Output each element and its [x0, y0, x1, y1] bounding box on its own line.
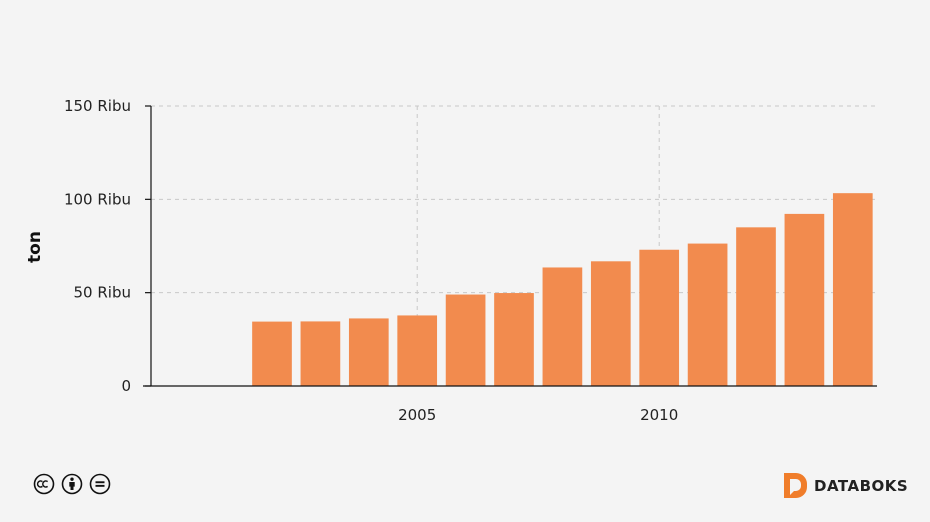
bar-2005[interactable] — [397, 315, 438, 386]
bar-2012[interactable] — [736, 227, 776, 386]
y-tick-label: 150 Ribu — [64, 97, 131, 115]
bar-2006[interactable] — [445, 294, 486, 386]
bar-2002[interactable] — [252, 321, 292, 386]
bar-2007[interactable] — [494, 293, 534, 386]
y-tick-label: 50 Ribu — [74, 284, 131, 302]
y-axis-label: ton — [25, 231, 45, 263]
bars — [252, 193, 873, 386]
y-tick-label: 100 Ribu — [64, 190, 131, 208]
bar-2004[interactable] — [348, 318, 389, 386]
bar-2010[interactable] — [639, 249, 680, 386]
bar-2008[interactable] — [542, 267, 583, 386]
bar-2003[interactable] — [300, 321, 341, 386]
bar-2013[interactable] — [784, 213, 825, 386]
cc-icon — [33, 473, 55, 495]
y-tick-label: 0 — [121, 377, 131, 395]
x-ticks: 2005 2010 — [398, 406, 678, 424]
x-tick-label: 2005 — [398, 406, 436, 424]
axes — [143, 106, 877, 387]
databoks-logo[interactable]: DATABOKS — [784, 473, 908, 498]
license-badges[interactable] — [33, 473, 111, 495]
noderivs-icon — [89, 473, 111, 495]
attribution-icon — [61, 473, 83, 495]
bar-2014[interactable] — [832, 193, 873, 386]
y-ticks: 0 50 Ribu 100 Ribu 150 Ribu — [64, 97, 151, 395]
brand-name: DATABOKS — [814, 477, 908, 495]
x-tick-label: 2010 — [640, 406, 678, 424]
databoks-logo-mark — [784, 473, 807, 498]
bar-2009[interactable] — [590, 261, 631, 386]
bar-2011[interactable] — [687, 243, 728, 386]
